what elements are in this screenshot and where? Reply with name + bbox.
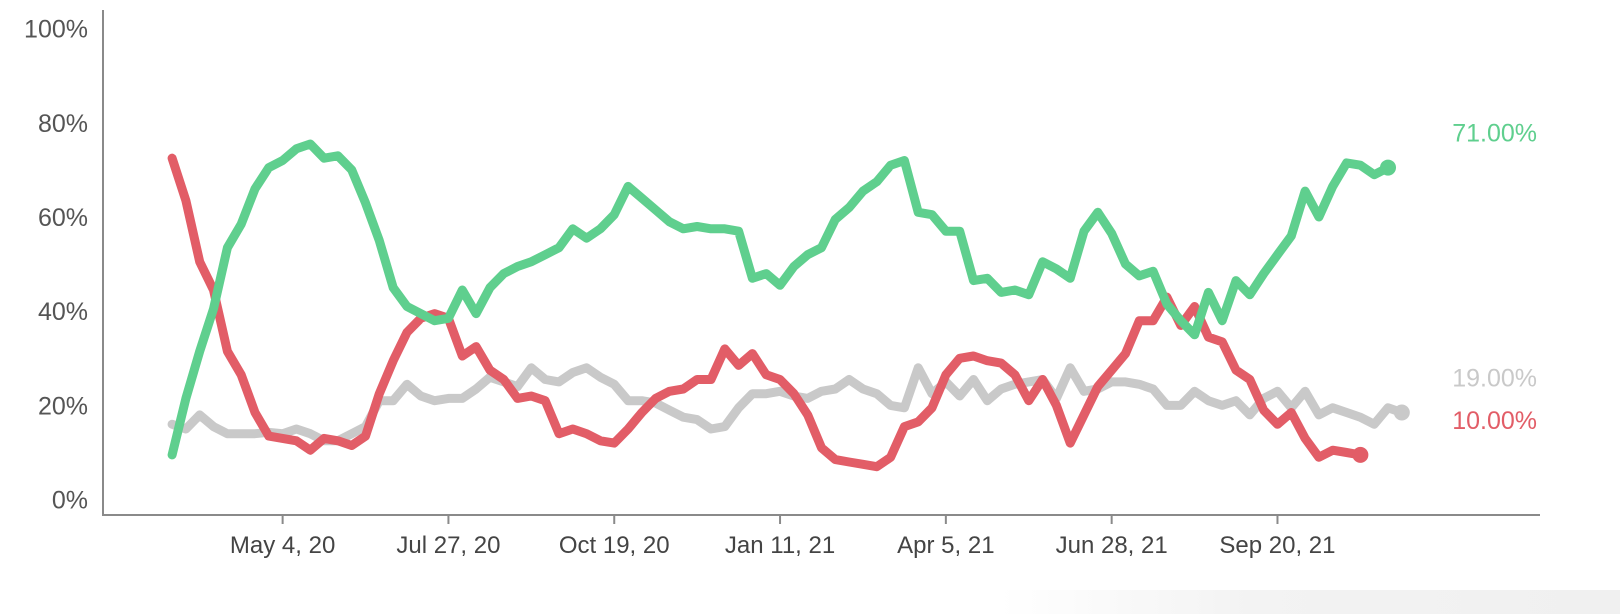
series-line-2 <box>167 139 1393 460</box>
series-end-label-2: 71.00% <box>1452 120 1537 148</box>
end-markers: 19.00% 10.00% 71.00% <box>1352 120 1537 463</box>
x-tick-label: May 4, 20 <box>230 532 335 559</box>
series-end-marker-1 <box>1352 446 1369 463</box>
chart-axes <box>102 10 1540 516</box>
series-layer <box>167 139 1407 472</box>
x-axis-ticks: May 4, 20 Jul 27, 20 Oct 19, 20 Jan 11, 21 A… <box>230 515 1336 559</box>
series-end-marker-0 <box>1393 404 1410 421</box>
bottom-shade <box>1000 590 1620 614</box>
series-line-0 <box>167 363 1407 446</box>
y-tick-label: 0% <box>52 487 88 515</box>
series-end-label-1: 10.00% <box>1452 407 1537 435</box>
x-tick-label: Sep 20, 21 <box>1219 532 1335 559</box>
y-tick-label: 20% <box>38 392 88 420</box>
y-tick-label: 80% <box>38 110 88 138</box>
x-tick-label: Jan 11, 21 <box>725 532 835 559</box>
y-tick-label: 40% <box>38 298 88 326</box>
series-end-label-0: 19.00% <box>1452 365 1537 393</box>
y-axis-ticks: 0% 20% 40% 60% 80% 100% <box>24 16 88 515</box>
y-tick-label: 100% <box>24 16 88 44</box>
y-tick-label: 60% <box>38 204 88 232</box>
x-tick-label: Jul 27, 20 <box>396 532 500 559</box>
series-end-marker-2 <box>1380 159 1397 176</box>
x-tick-label: Oct 19, 20 <box>559 532 670 559</box>
x-tick-label: Apr 5, 21 <box>897 532 994 559</box>
series-line-1 <box>167 153 1365 472</box>
x-tick-label: Jun 28, 21 <box>1056 532 1168 559</box>
